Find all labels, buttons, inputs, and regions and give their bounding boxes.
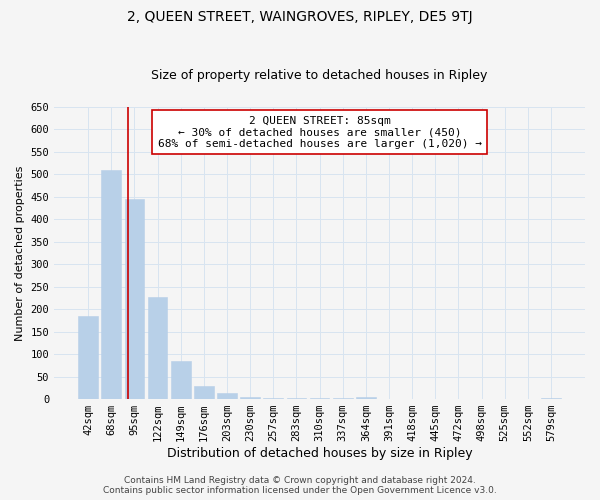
Bar [78,316,98,399]
Bar [171,361,191,399]
Bar [541,398,561,399]
Bar [125,199,144,399]
Text: 2, QUEEN STREET, WAINGROVES, RIPLEY, DE5 9TJ: 2, QUEEN STREET, WAINGROVES, RIPLEY, DE5… [127,10,473,24]
Bar [287,398,306,399]
Bar [194,386,214,399]
Bar [310,398,329,399]
Bar [356,398,376,399]
Bar [333,398,353,399]
Text: 2 QUEEN STREET: 85sqm
← 30% of detached houses are smaller (450)
68% of semi-det: 2 QUEEN STREET: 85sqm ← 30% of detached … [158,116,482,148]
Bar [148,296,167,399]
Bar [101,170,121,399]
Text: Contains HM Land Registry data © Crown copyright and database right 2024.
Contai: Contains HM Land Registry data © Crown c… [103,476,497,495]
Title: Size of property relative to detached houses in Ripley: Size of property relative to detached ho… [151,69,488,82]
Bar [241,398,260,399]
Y-axis label: Number of detached properties: Number of detached properties [15,165,25,340]
X-axis label: Distribution of detached houses by size in Ripley: Distribution of detached houses by size … [167,447,472,460]
Bar [217,393,237,399]
Bar [263,398,283,399]
